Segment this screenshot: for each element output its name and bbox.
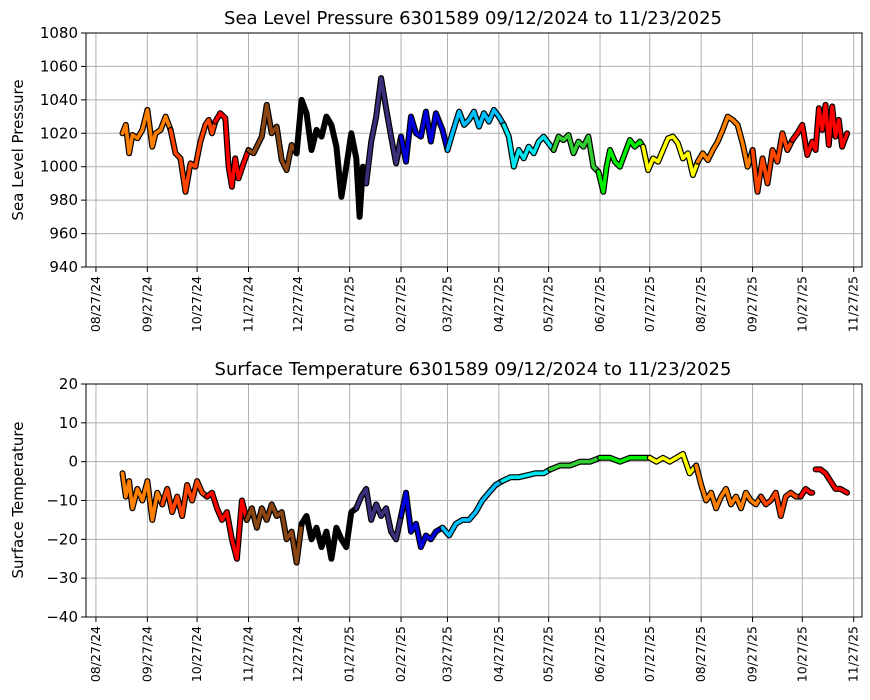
x-tick-label: 02/27/25 [393,276,408,332]
x-tick-label: 09/27/24 [139,276,154,332]
series-line [120,471,165,522]
series-line [168,118,218,194]
y-tick-label: 1000 [40,158,78,176]
y-axis-label: Surface Temperature [9,422,27,579]
y-axis-label: Sea Level Pressure [9,79,27,220]
series-line [551,133,601,174]
plot-frame [85,32,863,268]
series-line [759,490,803,518]
series-group [119,450,851,566]
x-tick-label: 08/27/25 [693,626,708,682]
chart-surface-temperature: Surface Temperature 6301589 09/12/2024 t… [9,359,863,682]
y-tick-label: 20 [59,375,78,393]
x-tick-label: 04/27/25 [491,276,506,332]
x-tick-label: 04/27/25 [491,626,506,682]
x-tick-label: 07/27/25 [642,626,657,682]
series-line [399,109,450,164]
series-line [598,455,652,464]
series-line [160,479,209,518]
x-tick-label: 08/27/24 [88,276,103,332]
series-line [548,455,602,472]
y-tick-label: 940 [49,258,78,276]
series-line [294,98,369,219]
series-line [500,467,553,483]
series-line [246,103,299,172]
series-line [213,111,251,189]
series-line [299,506,359,561]
series-line [501,123,556,169]
series-line [790,103,849,157]
y-tick-label: 1020 [40,124,78,142]
x-tick-label: 10/27/24 [189,626,204,682]
x-tick-label: 05/27/25 [541,276,556,332]
series-line [354,487,403,542]
chart-title: Sea Level Pressure 6301589 09/12/2024 to… [224,8,722,29]
series-line [813,467,849,495]
x-tick-label: 03/27/25 [439,626,454,682]
series-line [205,490,249,561]
x-tick-label: 02/27/25 [393,626,408,682]
x-tick-label: 11/27/25 [846,276,861,332]
y-tick-label: 1060 [40,57,78,75]
series-line [798,487,815,499]
series-line [120,108,173,156]
chart-title: Surface Temperature 6301589 09/12/2024 t… [215,359,732,380]
x-tick-label: 09/27/24 [139,626,154,682]
x-tick-label: 01/27/25 [342,276,357,332]
plot-frame [85,383,863,618]
x-tick-label: 03/27/25 [439,276,454,332]
x-tick-label: 09/27/25 [745,276,760,332]
x-tick-label: 12/27/24 [290,626,305,682]
x-tick-label: 11/27/24 [240,626,255,682]
x-tick-label: 05/27/25 [541,626,556,682]
series-line [445,108,506,152]
x-tick-label: 11/27/24 [240,276,255,332]
x-tick-label: 09/27/25 [745,626,760,682]
y-tick-label: 980 [49,191,78,209]
series-line [399,490,445,549]
x-tick-label: 12/27/24 [290,276,305,332]
series-line [245,502,304,565]
x-tick-label: 08/27/24 [88,626,103,682]
chart-sea-level-pressure: Sea Level Pressure 6301589 09/12/2024 to… [9,8,863,332]
x-tick-label: 08/27/25 [693,276,708,332]
x-tick-label: 10/27/24 [189,276,204,332]
y-tick-label: −20 [46,530,78,548]
series-line [440,479,505,538]
x-tick-label: 07/27/25 [642,276,657,332]
y-tick-label: −30 [46,569,78,587]
series-line [695,114,755,169]
x-tick-label: 06/27/25 [592,626,607,682]
x-tick-label: 11/27/25 [846,626,861,682]
series-line [641,134,700,177]
y-tick-label: −40 [46,608,78,626]
series-line [750,131,795,194]
series-group [119,75,851,220]
x-tick-label: 06/27/25 [592,276,607,332]
y-tick-label: −10 [46,492,78,510]
y-tick-label: 1080 [40,24,78,42]
series-line [647,452,699,476]
x-tick-label: 10/27/25 [794,626,809,682]
y-tick-label: 960 [49,225,78,243]
series-line [364,76,403,186]
y-tick-label: 0 [68,453,78,471]
x-tick-label: 01/27/25 [342,626,357,682]
y-tick-label: 1040 [40,91,78,109]
series-line [596,138,645,194]
y-tick-label: 10 [59,414,78,432]
x-tick-label: 10/27/25 [794,276,809,332]
series-line [694,463,763,511]
